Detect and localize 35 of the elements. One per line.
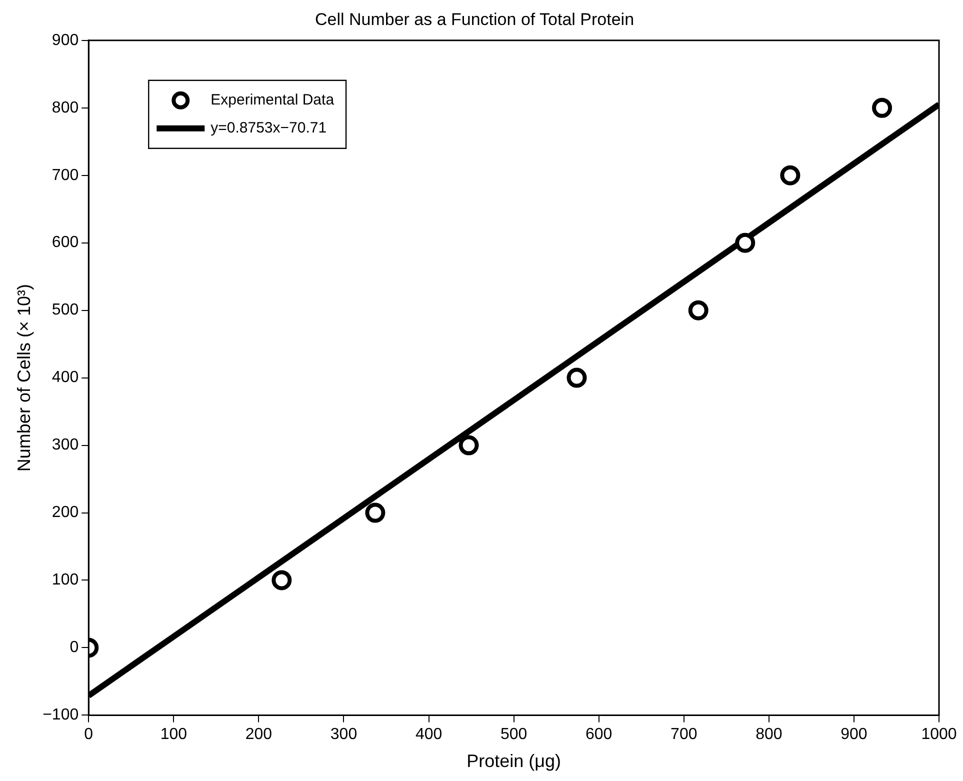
x-tick-label: 200 bbox=[245, 726, 272, 744]
point bbox=[780, 165, 800, 186]
x-tick-label: 700 bbox=[670, 726, 698, 744]
x-tick-label: 0 bbox=[84, 726, 94, 744]
y-tick-label: 100 bbox=[52, 572, 79, 589]
legend-label: Experimental Data bbox=[210, 92, 335, 109]
x-tick-label: 400 bbox=[415, 726, 442, 744]
point bbox=[688, 300, 708, 320]
x-tick-label: 600 bbox=[586, 726, 612, 744]
y-tick-label: 600 bbox=[52, 234, 79, 252]
x-tick-label: 100 bbox=[160, 726, 188, 744]
y-tick-label: 500 bbox=[52, 302, 79, 319]
x-axis-title: Protein (μg) bbox=[466, 751, 562, 772]
x-tick-label: 300 bbox=[330, 726, 358, 744]
x-tick-label: 1000 bbox=[921, 726, 957, 744]
point bbox=[272, 570, 292, 590]
y-tick-label: 300 bbox=[52, 436, 79, 454]
point bbox=[735, 232, 756, 253]
y-axis-title: Number of Cells (× 10³) bbox=[14, 284, 34, 472]
y-tick-label: 700 bbox=[52, 166, 79, 184]
y-tick-label: 200 bbox=[52, 504, 79, 522]
legend-label: y=0.8753x−70.71 bbox=[210, 120, 327, 137]
chart-title: Cell Number as a Function of Total Protein bbox=[314, 10, 634, 29]
y-tick-label: 800 bbox=[52, 99, 79, 116]
point bbox=[566, 368, 587, 388]
x-tick-label: 800 bbox=[756, 726, 782, 744]
y-tick-label: −100 bbox=[42, 706, 79, 724]
point bbox=[872, 98, 892, 118]
y-tick-label: 900 bbox=[52, 32, 79, 49]
x-tick-label: 900 bbox=[840, 726, 868, 744]
y-tick-label: 0 bbox=[70, 639, 79, 656]
x-tick-label: 500 bbox=[500, 726, 528, 744]
y-tick-label: 400 bbox=[52, 369, 79, 386]
point bbox=[365, 502, 386, 523]
point bbox=[458, 435, 479, 456]
